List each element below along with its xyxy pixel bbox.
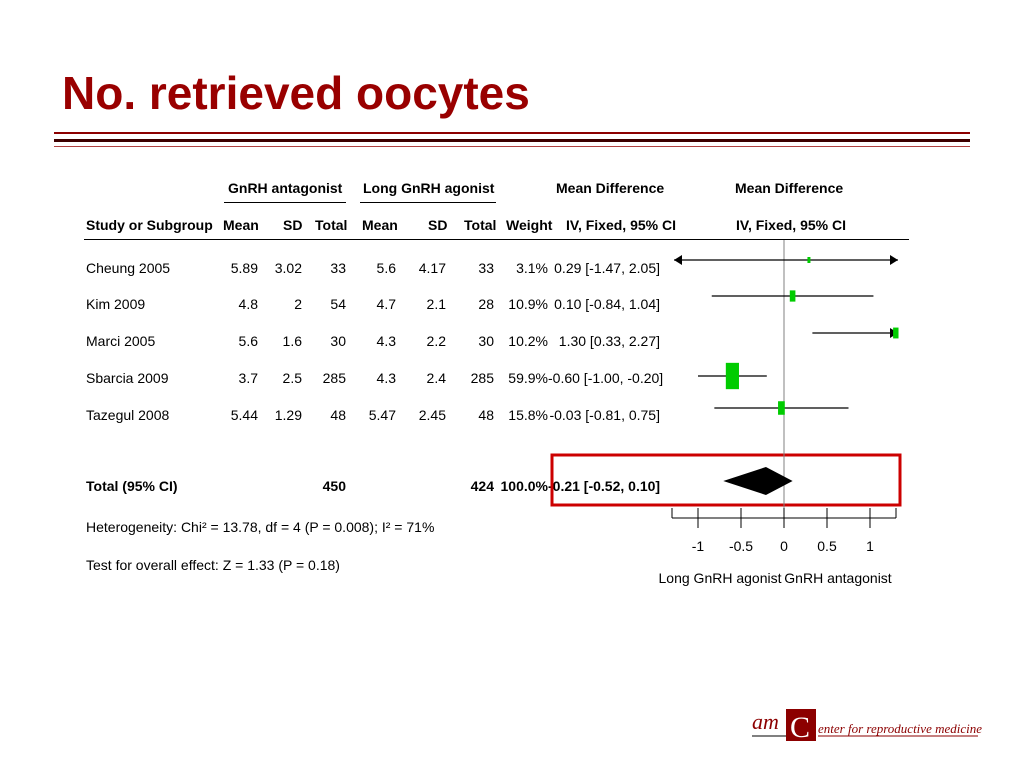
study-name: Sbarcia 2009	[86, 370, 169, 386]
total-label: Total (95% CI)	[86, 478, 178, 494]
title-rule-1	[54, 132, 970, 134]
total1-value: 48	[330, 407, 346, 423]
study-marker	[789, 290, 796, 302]
total1-value: 30	[330, 333, 346, 349]
header-sd1: SD	[283, 217, 303, 233]
pooled-ci-value: -0.21 [-0.52, 0.10]	[548, 478, 661, 494]
total2-value: 285	[470, 370, 494, 386]
total2-value: 30	[478, 333, 494, 349]
ci-value: -0.60 [-1.00, -0.20]	[548, 370, 664, 386]
x-tick-label: 1	[866, 538, 874, 554]
study-name: Marci 2005	[86, 333, 156, 349]
ci-value: 0.29 [-1.47, 2.05]	[554, 260, 660, 276]
logo-text: enter for reproductive medicine	[818, 721, 982, 736]
sd2-value: 2.4	[426, 370, 446, 386]
weight-value: 3.1%	[516, 260, 548, 276]
mean2-value: 4.3	[376, 370, 396, 386]
sd2-value: 2.1	[426, 296, 446, 312]
group-underline-antagonist	[224, 202, 346, 203]
mean1-value: 5.44	[230, 407, 258, 423]
pooled-highlight-box	[550, 453, 902, 507]
ci-arrow-right	[890, 255, 898, 265]
sd1-value: 2	[294, 296, 302, 312]
header-plot-1: Mean Difference	[735, 180, 844, 196]
mean2-value: 5.47	[368, 407, 396, 423]
ci-value: -0.03 [-0.81, 0.75]	[549, 407, 660, 423]
x-tick-label: -1	[692, 538, 705, 554]
mean1-value: 4.8	[238, 296, 258, 312]
heterogeneity-text: Heterogeneity: Chi² = 13.78, df = 4 (P =…	[86, 519, 435, 535]
header-md-2: IV, Fixed, 95% CI	[566, 217, 676, 233]
study-marker	[725, 362, 739, 390]
mean1-value: 5.6	[238, 333, 258, 349]
overall-effect-text: Test for overall effect: Z = 1.33 (P = 0…	[86, 557, 340, 573]
study-marker	[778, 401, 785, 415]
header-sd2: SD	[428, 217, 448, 233]
sd1-value: 2.5	[282, 370, 302, 386]
total2-value: 48	[478, 407, 494, 423]
weight-value: 10.9%	[508, 296, 548, 312]
sd1-value: 1.6	[282, 333, 302, 349]
mean2-value: 5.6	[376, 260, 396, 276]
logo-c-block	[786, 709, 816, 741]
weight-value: 59.9%	[508, 370, 548, 386]
mean2-value: 4.7	[376, 296, 396, 312]
slide-title: No. retrieved oocytes	[62, 67, 530, 119]
total1-value: 54	[330, 296, 346, 312]
header-group-agonist: Long GnRH agonist	[363, 180, 495, 196]
study-name: Kim 2009	[86, 296, 146, 312]
total2-sum: 424	[470, 478, 494, 494]
study-marker	[807, 257, 811, 263]
group-underline-agonist	[360, 202, 496, 203]
sd1-value: 3.02	[274, 260, 302, 276]
x-tick-label: 0.5	[817, 538, 837, 554]
logo-c-letter: C	[790, 711, 810, 744]
sd2-value: 2.45	[418, 407, 446, 423]
ci-arrow-left	[674, 255, 682, 265]
sd2-value: 4.17	[418, 260, 446, 276]
header-total2: Total	[464, 217, 497, 233]
header-group-antagonist: GnRH antagonist	[228, 180, 343, 196]
header-mean2: Mean	[362, 217, 398, 233]
header-md-1: Mean Difference	[556, 180, 665, 196]
mean1-value: 5.89	[230, 260, 258, 276]
header-weight: Weight	[506, 217, 553, 233]
total1-value: 285	[322, 370, 346, 386]
sd1-value: 1.29	[274, 407, 302, 423]
mean2-value: 4.3	[376, 333, 396, 349]
weight-value: 15.8%	[508, 407, 548, 423]
total1-sum: 450	[322, 478, 346, 494]
x-tick-label: 0	[780, 538, 788, 554]
total2-value: 33	[478, 260, 494, 276]
title-rule-2	[54, 139, 970, 142]
ci-value: 1.30 [0.33, 2.27]	[558, 333, 660, 349]
total1-value: 33	[330, 260, 346, 276]
amc-logo: am C enter for reproductive medicine	[752, 709, 982, 744]
sd2-value: 2.2	[426, 333, 446, 349]
mean1-value: 3.7	[238, 370, 258, 386]
header-study: Study or Subgroup	[86, 217, 213, 233]
header-plot-2: IV, Fixed, 95% CI	[736, 217, 846, 233]
logo-mark: am	[752, 709, 779, 734]
study-name: Cheung 2005	[86, 260, 171, 276]
x-tick-label: -0.5	[729, 538, 753, 554]
header-total1: Total	[315, 217, 348, 233]
pooled-diamond	[723, 467, 793, 495]
ci-value: 0.10 [-0.84, 1.04]	[554, 296, 660, 312]
total-weight: 100.0%	[500, 478, 548, 494]
title-rule-3	[54, 146, 970, 147]
axis-label-right: GnRH antagonist	[784, 570, 892, 586]
study-name: Tazegul 2008	[86, 407, 170, 423]
study-marker	[893, 327, 899, 339]
header-mean1: Mean	[223, 217, 259, 233]
axis-label-left: Long GnRH agonist	[659, 570, 782, 586]
table-header-rule	[84, 239, 909, 240]
total2-value: 28	[478, 296, 494, 312]
weight-value: 10.2%	[508, 333, 548, 349]
